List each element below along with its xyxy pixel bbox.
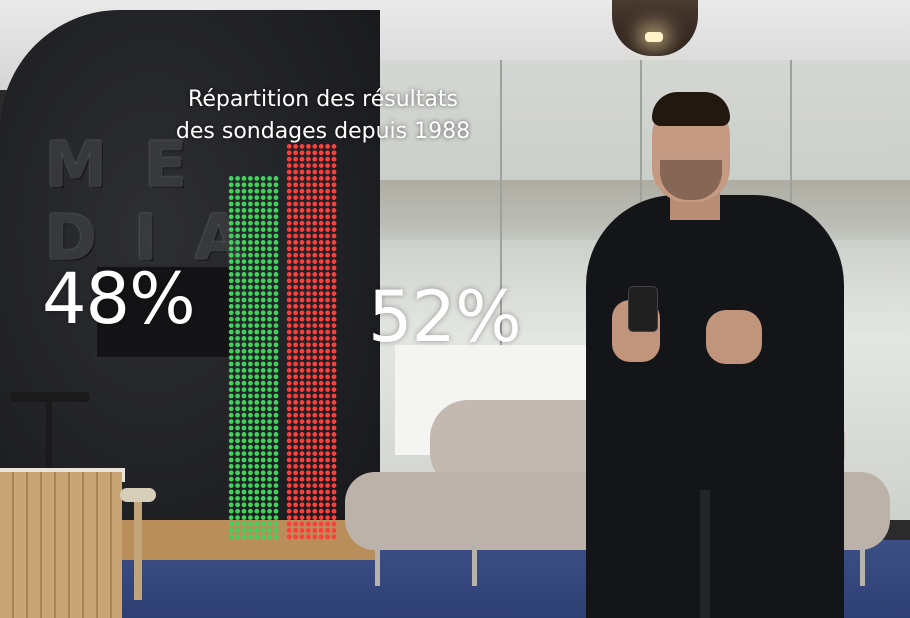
wood-cabinet	[0, 472, 122, 618]
sofa-leg	[860, 540, 865, 586]
value-label-green: 48%	[42, 258, 196, 340]
wood-floor	[120, 520, 380, 560]
bar-red	[286, 144, 337, 540]
smartphone	[628, 286, 658, 332]
presenter-legs	[700, 490, 710, 618]
chart-title-line-1: Répartition des résultats	[188, 87, 458, 112]
presenter-hair	[652, 92, 730, 126]
value-label-red: 52%	[368, 276, 522, 358]
bar-green	[228, 176, 279, 540]
presenter-body	[586, 195, 844, 618]
lamp-bulb	[645, 32, 663, 42]
glass-frame	[500, 60, 502, 520]
side-table-leg	[46, 400, 52, 470]
ceiling-lamp	[612, 0, 698, 56]
presenter-right-hand	[706, 310, 762, 364]
sofa-leg	[375, 540, 380, 586]
wall-screen	[95, 265, 234, 359]
side-table	[10, 392, 90, 402]
stool-leg	[134, 500, 142, 600]
presenter-beard	[660, 160, 722, 200]
chart-title: Répartition des résultats des sondages d…	[140, 84, 506, 148]
chart-title-line-2: des sondages depuis 1988	[175, 119, 471, 144]
sofa-leg	[472, 540, 477, 586]
stool	[120, 488, 156, 502]
wall-letters-decoration: M E D I A	[45, 128, 251, 274]
